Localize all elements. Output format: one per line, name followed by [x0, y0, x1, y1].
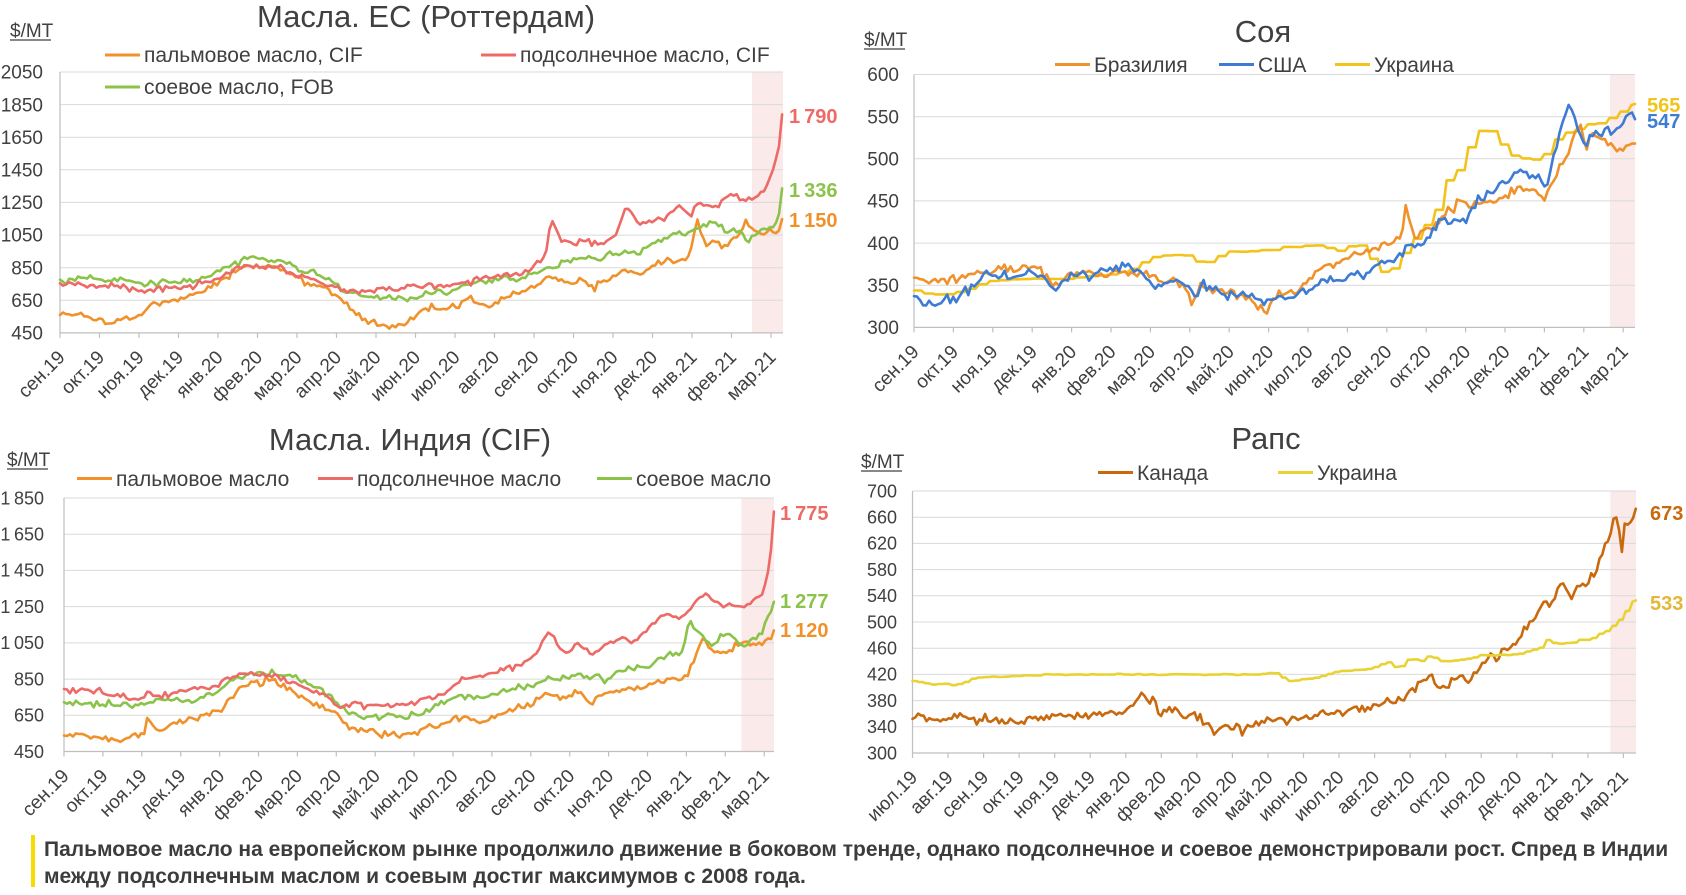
svg-text:540: 540 [867, 586, 897, 606]
svg-text:350: 350 [867, 276, 899, 297]
svg-text:1 450: 1 450 [0, 561, 44, 581]
svg-text:2050: 2050 [1, 63, 43, 84]
svg-text:1 336: 1 336 [789, 180, 838, 202]
svg-text:700: 700 [867, 481, 897, 501]
svg-text:сен.19: сен.19 [18, 766, 73, 821]
svg-text:650: 650 [14, 706, 44, 726]
svg-text:соевое масло: соевое масло [636, 468, 771, 491]
svg-text:Украина: Украина [1317, 462, 1397, 485]
svg-text:сен.19: сен.19 [868, 342, 923, 397]
svg-text:Украина: Украина [1374, 54, 1454, 77]
svg-text:1050: 1050 [1, 226, 43, 247]
svg-text:1250: 1250 [1, 193, 43, 214]
svg-text:565: 565 [1647, 95, 1680, 117]
svg-text:1850: 1850 [1, 95, 43, 116]
svg-text:$/MT: $/MT [864, 30, 908, 51]
svg-text:1 250: 1 250 [0, 597, 44, 617]
svg-text:1450: 1450 [1, 161, 43, 182]
svg-text:пальмовое масло, CIF: пальмовое масло, CIF [144, 44, 363, 67]
svg-text:1650: 1650 [1, 128, 43, 149]
svg-text:Бразилия: Бразилия [1094, 54, 1188, 77]
svg-text:$/MT: $/MT [7, 450, 51, 471]
svg-text:Соя: Соя [1235, 14, 1291, 49]
svg-text:620: 620 [867, 534, 897, 554]
svg-text:1 790: 1 790 [789, 106, 838, 128]
svg-text:450: 450 [867, 192, 899, 213]
svg-text:547: 547 [1647, 111, 1680, 133]
svg-text:300: 300 [867, 318, 899, 339]
svg-text:580: 580 [867, 560, 897, 580]
svg-text:550: 550 [867, 107, 899, 128]
svg-text:1 277: 1 277 [780, 591, 829, 613]
svg-text:Масла. Индия (CIF): Масла. Индия (CIF) [269, 422, 551, 457]
svg-text:650: 650 [11, 291, 43, 312]
svg-text:450: 450 [11, 324, 43, 345]
svg-text:Канада: Канада [1137, 462, 1208, 485]
svg-text:850: 850 [11, 258, 43, 279]
svg-text:соевое масло, FOB: соевое масло, FOB [144, 76, 334, 99]
svg-text:$/MT: $/MT [861, 452, 905, 473]
svg-text:подсолнечное масло, CIF: подсолнечное масло, CIF [520, 44, 770, 67]
svg-text:1 775: 1 775 [780, 503, 829, 525]
svg-text:1 150: 1 150 [789, 210, 838, 232]
svg-text:850: 850 [14, 669, 44, 689]
svg-text:340: 340 [867, 717, 897, 737]
svg-text:300: 300 [867, 743, 897, 763]
svg-text:подсолнечное масло: подсолнечное масло [357, 468, 561, 491]
svg-text:420: 420 [867, 665, 897, 685]
svg-text:450: 450 [14, 742, 44, 762]
svg-text:сен.19: сен.19 [14, 347, 69, 402]
svg-text:460: 460 [867, 639, 897, 659]
svg-text:500: 500 [867, 612, 897, 632]
svg-text:Рапс: Рапс [1231, 421, 1300, 456]
svg-text:533: 533 [1650, 593, 1683, 615]
svg-text:400: 400 [867, 234, 899, 255]
svg-text:1 850: 1 850 [0, 488, 44, 508]
svg-text:673: 673 [1650, 503, 1683, 525]
svg-text:$/MT: $/MT [10, 21, 54, 42]
svg-text:660: 660 [867, 508, 897, 528]
svg-text:500: 500 [867, 150, 899, 171]
svg-text:600: 600 [867, 65, 899, 86]
svg-text:1 650: 1 650 [0, 525, 44, 545]
svg-text:Масла. ЕС (Роттердам): Масла. ЕС (Роттердам) [257, 0, 595, 34]
svg-text:1 120: 1 120 [780, 620, 829, 642]
svg-text:пальмовое масло: пальмовое масло [116, 468, 289, 491]
svg-text:380: 380 [867, 691, 897, 711]
svg-text:1 050: 1 050 [0, 633, 44, 653]
svg-text:США: США [1258, 54, 1306, 77]
